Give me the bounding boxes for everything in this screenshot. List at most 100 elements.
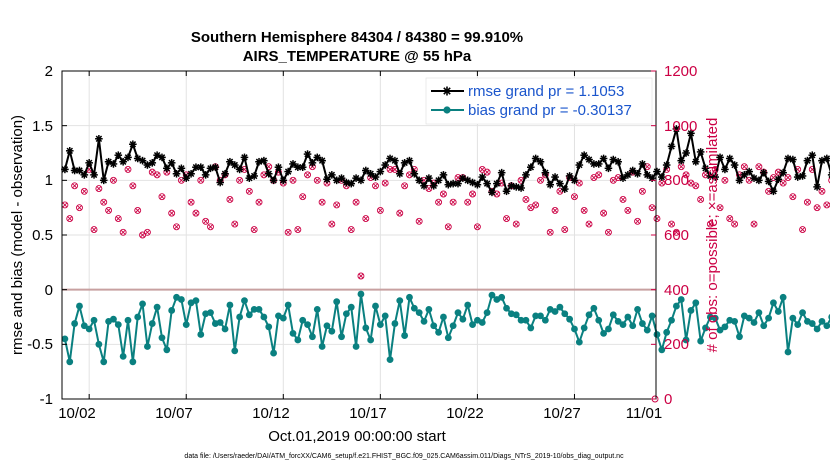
obs-assimilated-marker <box>504 216 509 222</box>
obs-assimilated-marker <box>606 229 611 235</box>
rmse-marker-stroke <box>508 182 515 190</box>
obs-possible-marker <box>415 217 423 225</box>
rmse-marker-stroke <box>479 173 486 181</box>
rmse-point <box>381 161 390 169</box>
rmse-point <box>813 183 821 191</box>
rmse-marker-stroke <box>381 161 389 169</box>
rmse-point <box>638 160 647 168</box>
rmse-point <box>279 176 288 185</box>
bias-point <box>367 336 375 344</box>
bias-point <box>605 325 612 333</box>
rmse-marker-stroke <box>430 182 437 190</box>
bias-point <box>415 309 423 317</box>
rmse-point <box>395 169 404 178</box>
rmse-marker-stroke <box>454 180 462 187</box>
rmse-point <box>740 171 749 179</box>
obs-point <box>604 228 612 236</box>
rmse-point <box>643 171 652 179</box>
rmse-point <box>667 142 676 151</box>
bias-point <box>182 321 190 329</box>
rmse-point <box>95 134 103 143</box>
rmse-marker-stroke <box>197 163 205 171</box>
obs-possible-marker <box>537 176 544 184</box>
rmse-marker-stroke <box>231 161 238 169</box>
rmse-point <box>493 179 501 188</box>
rmse-marker-stroke <box>372 173 379 181</box>
rmse-point <box>497 168 506 177</box>
obs-possible-marker <box>653 215 661 223</box>
obs-possible-marker <box>779 179 787 187</box>
obs-possible-marker <box>692 182 700 190</box>
obs-assimilated-marker <box>125 166 131 172</box>
rmse-marker-stroke <box>464 177 471 184</box>
bias-point <box>503 304 510 312</box>
obs-point <box>755 163 763 171</box>
rmse-marker-stroke <box>202 171 209 179</box>
bias-point <box>643 326 651 334</box>
obs-possible-marker <box>173 223 180 231</box>
obs-assimilated-marker <box>474 224 480 230</box>
rmse-point <box>531 154 540 163</box>
rmse-marker-stroke <box>260 157 268 164</box>
rmse-marker-stroke <box>192 163 200 171</box>
legend: rmse grand pr = 1.1053 bias grand pr = -… <box>425 77 653 125</box>
bias-point <box>372 302 379 310</box>
rmse-point <box>716 153 724 162</box>
obs-point <box>726 215 734 223</box>
obs-point <box>634 217 642 225</box>
chart-title: Southern Hemisphere 84304 / 84380 = 99.9… <box>191 29 523 46</box>
bias-point <box>677 296 685 303</box>
rmse-point <box>80 171 89 179</box>
rmse-marker-stroke <box>411 170 418 178</box>
obs-possible-marker <box>313 176 321 184</box>
rmse-point <box>391 156 399 165</box>
obs-possible-marker <box>561 226 569 233</box>
obs-possible-marker <box>638 187 646 195</box>
bias-point <box>231 347 239 355</box>
rmse-point <box>119 157 127 166</box>
legend-rmse-label: rmse grand pr = 1.1053 <box>468 83 624 100</box>
x-tick-label: 10/22 <box>446 405 484 422</box>
rmse-marker-stroke <box>648 174 656 182</box>
bias-point <box>129 358 137 366</box>
obs-point <box>677 163 685 171</box>
obs-point <box>672 228 680 236</box>
obs-possible-marker <box>668 220 675 228</box>
rmse-marker-stroke <box>304 150 311 158</box>
obs-possible-marker <box>697 196 705 203</box>
y-right-tick-label: 800 <box>664 172 689 189</box>
obs-assimilated-marker <box>601 210 607 216</box>
rmse-marker-stroke <box>741 171 748 179</box>
rmse-point <box>425 174 433 182</box>
rmse-marker-stroke <box>435 177 442 184</box>
rmse-marker-stroke <box>813 183 821 191</box>
obs-point <box>143 228 151 236</box>
rmse-point <box>65 147 74 155</box>
obs-possible-marker <box>381 179 389 187</box>
obs-possible-marker <box>396 209 404 217</box>
obs-assimilated-marker <box>586 221 592 227</box>
rmse-point <box>682 149 690 157</box>
obs-possible-marker <box>357 272 365 280</box>
obs-possible-marker <box>750 220 758 228</box>
obs-possible-marker <box>784 174 792 182</box>
rmse-marker-stroke <box>692 158 700 165</box>
rmse-marker-stroke <box>367 170 374 178</box>
obs-point <box>109 176 117 184</box>
obs-possible-marker <box>624 206 632 214</box>
obs-possible-marker <box>532 201 540 209</box>
rmse-point <box>522 171 530 179</box>
obs-assimilated-marker <box>790 194 796 200</box>
bias-point <box>619 321 627 329</box>
rmse-point <box>371 173 380 181</box>
y-axis-label-left: rmse and bias (model - observation) <box>9 115 26 355</box>
tick-layer <box>62 70 656 400</box>
bias-point <box>391 320 399 327</box>
obs-assimilated-marker <box>751 221 757 227</box>
bias-point <box>755 309 763 317</box>
rmse-point <box>808 151 817 159</box>
obs-possible-marker <box>352 198 360 206</box>
obs-possible-marker <box>105 206 113 214</box>
rmse-marker-stroke <box>226 158 234 165</box>
bias-point <box>318 343 326 350</box>
